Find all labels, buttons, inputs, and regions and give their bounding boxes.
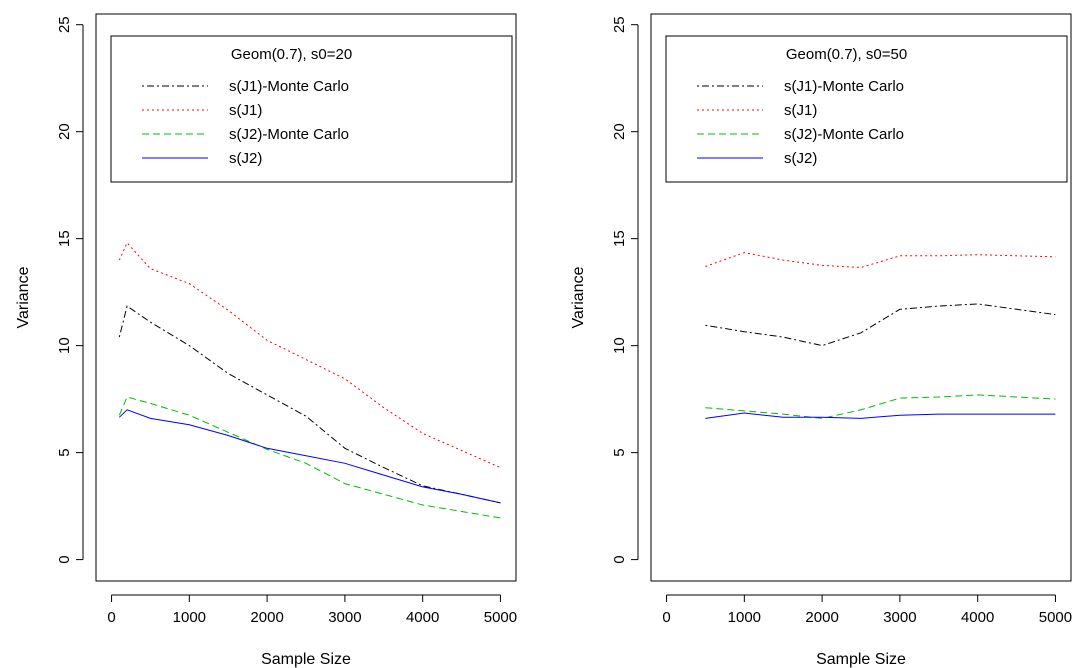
x-axis-label: Sample Size [261, 651, 351, 668]
series-line-1 [118, 305, 501, 504]
y-tick-label: 5 [56, 448, 73, 456]
x-axis-label: Sample Size [816, 651, 906, 668]
y-axis-label: Variance [570, 266, 587, 328]
series-line-4 [118, 409, 501, 504]
y-tick-label: 5 [611, 448, 628, 456]
plot-frame [650, 13, 1072, 582]
y-tick-label: 15 [611, 230, 628, 247]
x-tick-label: 2000 [250, 609, 283, 626]
legend-entry-label: s(J2) [229, 150, 262, 167]
x-tick-label: 2000 [805, 609, 838, 626]
legend-entry-label: s(J1) [784, 102, 817, 119]
x-tick-label: 0 [107, 609, 115, 626]
legend: Geom(0.7), s0=20 s(J1)-Monte Carlo s(J1) s(… [110, 35, 513, 183]
series-line-2 [705, 252, 1056, 269]
y-tick-label: 0 [56, 555, 73, 563]
y-tick-label: 0 [611, 555, 628, 563]
y-tick-label: 10 [611, 337, 628, 354]
x-tick-label: 5000 [484, 609, 517, 626]
legend-title: Geom(0.7), s0=20 [231, 46, 352, 63]
y-tick-label: 25 [611, 16, 628, 33]
x-tick-label: 1000 [173, 609, 206, 626]
chart-panel-1: 0 1000 2000 3000 4000 5000 0 5 10 15 20 25 Sample Si… [15, 13, 517, 668]
series-line-3 [118, 396, 501, 519]
x-tick-label: 0 [662, 609, 670, 626]
x-tick-label: 4000 [406, 609, 439, 626]
series-line-3 [705, 394, 1056, 419]
chart-panel-2: 0 1000 2000 3000 4000 5000 0 5 10 15 20 25 Sample Si… [570, 13, 1072, 668]
legend-entry-label: s(J2)-Monte Carlo [784, 126, 904, 143]
x-tick-label: 3000 [883, 609, 916, 626]
x-tick-label: 5000 [1039, 609, 1072, 626]
series-line-4 [705, 412, 1056, 419]
series-line-2 [118, 242, 501, 469]
y-axis-label: Variance [15, 266, 32, 328]
plot-frame [95, 13, 517, 582]
legend: Geom(0.7), s0=50 s(J1)-Monte Carlo s(J1) s(… [665, 35, 1068, 183]
legend-entry-label: s(J1)-Monte Carlo [784, 78, 904, 95]
series-line-1 [705, 303, 1056, 347]
legend-entry-label: s(J1)-Monte Carlo [229, 78, 349, 95]
x-tick-label: 4000 [961, 609, 994, 626]
legend-title: Geom(0.7), s0=50 [786, 46, 907, 63]
y-tick-label: 15 [56, 230, 73, 247]
y-tick-label: 20 [611, 123, 628, 140]
legend-entry-label: s(J1) [229, 102, 262, 119]
legend-entry-label: s(J2)-Monte Carlo [229, 126, 349, 143]
y-tick-label: 25 [56, 16, 73, 33]
y-tick-label: 10 [56, 337, 73, 354]
x-tick-label: 1000 [728, 609, 761, 626]
legend-entry-label: s(J2) [784, 150, 817, 167]
x-tick-label: 3000 [328, 609, 361, 626]
y-tick-label: 20 [56, 123, 73, 140]
